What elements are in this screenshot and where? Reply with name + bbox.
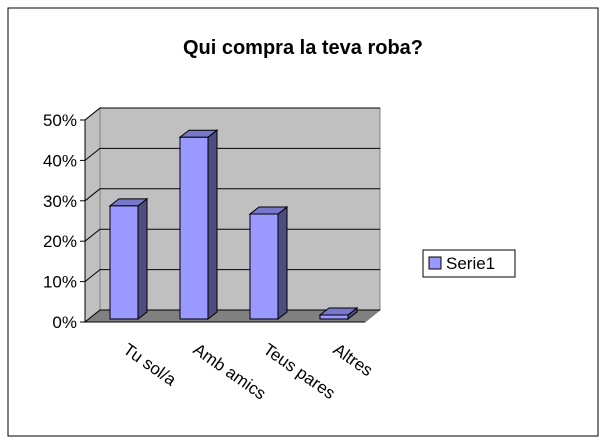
y-tick-label: 30% [43,192,77,211]
y-tick-label: 10% [43,273,77,292]
bar-front [109,205,139,320]
legend-label: Serie1 [446,254,495,273]
bar-front [249,213,279,320]
bar-side [207,129,218,321]
legend-swatch [428,256,442,270]
bar-side [137,197,148,321]
grid-line [84,147,380,161]
grid-line [84,188,380,202]
bar-front [179,136,209,320]
bar [318,306,359,321]
y-tick-label: 0% [52,313,77,332]
side-wall [84,106,101,324]
grid-line [84,107,380,121]
bar [108,197,149,321]
y-tick-label: 40% [43,151,77,170]
bar-front [319,314,349,320]
chart-title: Qui compra la teva roba? [183,37,423,59]
bar-side [277,205,288,321]
bar [248,205,289,321]
y-tick-label: 20% [43,232,77,251]
bar [178,129,219,321]
y-tick-label: 50% [43,111,77,130]
